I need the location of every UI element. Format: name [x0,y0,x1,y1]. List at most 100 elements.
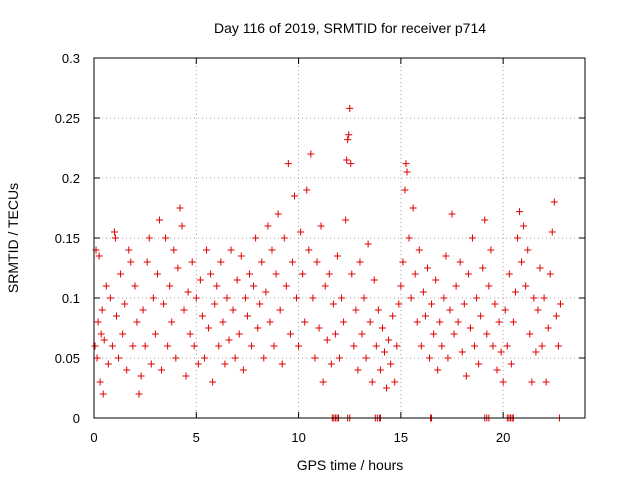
data-point [477,312,485,320]
data-point [403,168,411,176]
grid [94,58,585,418]
data-point [125,246,133,254]
data-point [243,312,251,320]
data-point [170,246,178,254]
data-point [329,300,337,308]
data-point [182,372,190,380]
data-point [442,252,450,260]
data-point [141,342,149,350]
data-point [374,306,382,314]
data-point [468,234,476,242]
data-point [534,306,542,314]
data-point [347,160,355,168]
data-point [434,366,442,374]
data-point [495,318,503,326]
data-point [481,216,489,224]
data-point [313,258,321,266]
data-point [362,354,370,362]
x-tick-labels: 0 5 10 15 20 [90,430,510,445]
data-point [522,282,530,290]
data-point [402,160,410,168]
data-point [221,360,229,368]
data-point [450,330,458,338]
data-point [556,300,564,308]
y-tick-label: 0.2 [62,171,80,186]
data-point [542,378,550,386]
data-point [121,300,129,308]
data-point [278,360,286,368]
data-point [409,204,417,212]
data-point [194,360,202,368]
data-point [536,264,544,272]
data-point [538,342,546,350]
data-point [405,234,413,242]
data-point [250,282,258,290]
data-point [297,228,305,236]
data-point [348,270,356,278]
data-point [117,270,125,278]
data-point [550,198,558,206]
data-point [387,360,395,368]
data-point [280,234,288,242]
data-point [100,336,108,344]
data-point [188,258,196,266]
data-point [190,342,198,350]
data-point [184,288,192,296]
data-point [342,216,350,224]
data-point [327,360,335,368]
data-point [172,354,180,362]
data-point [111,234,119,242]
data-point [274,210,282,218]
data-point [421,312,429,320]
data-point [399,258,407,266]
data-point [233,276,241,284]
data-point [331,330,339,338]
data-point [448,210,456,218]
x-axis-label: GPS time / hours [297,457,404,473]
data-point [262,288,270,296]
data-point [307,150,315,158]
data-point [391,378,399,386]
data-point [401,186,409,194]
data-point [466,324,474,332]
y-tick-label: 0.15 [55,231,80,246]
data-point [520,222,528,230]
data-point [381,348,389,356]
y-tick-labels: 0 0.05 0.1 0.15 0.2 0.25 0.3 [55,51,80,426]
data-point [108,342,116,350]
y-axis-label: SRMTID / TECUs [5,183,21,293]
data-point [288,258,296,266]
data-point [256,300,264,308]
data-point [305,246,313,254]
data-point [340,318,348,326]
data-point [266,318,274,326]
y-tick-label: 0 [73,411,80,426]
data-point [315,324,323,332]
data-point [160,300,168,308]
data-point [258,258,266,266]
data-point [358,330,366,338]
data-point [411,270,419,278]
data-point [526,330,534,338]
data-point [487,246,495,254]
data-point [227,246,235,254]
data-point [215,342,223,350]
data-point [200,354,208,362]
data-point [98,306,106,314]
data-point [217,258,225,266]
data-point [438,342,446,350]
data-point [96,378,104,386]
data-point [113,312,121,320]
data-point [270,342,278,350]
data-point [530,294,538,302]
data-point [452,282,460,290]
data-point [93,354,101,362]
data-point [127,258,135,266]
data-point [436,318,444,326]
data-point [524,246,532,254]
data-point [223,294,231,302]
data-point [95,252,103,260]
data-point [454,318,462,326]
data-point [110,228,118,236]
